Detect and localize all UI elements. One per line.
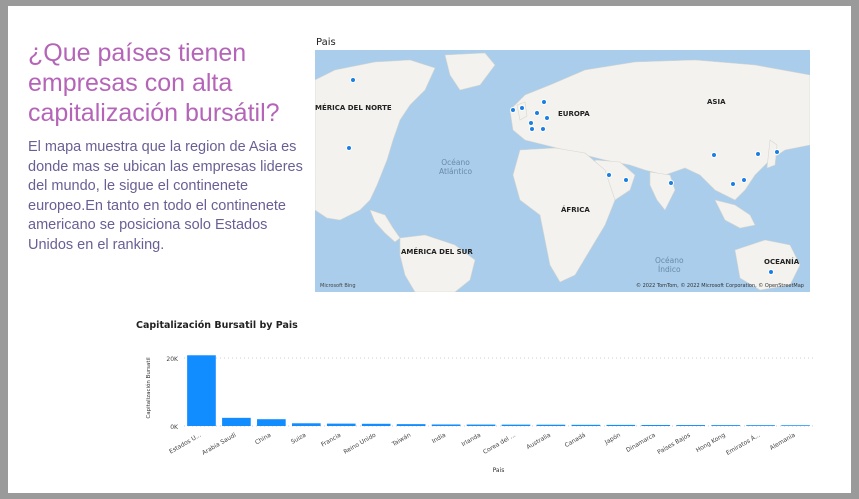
map-label-south-america: AMÉRICA DEL SUR <box>401 248 473 256</box>
x-tick-label: Canadá <box>564 432 588 450</box>
bar <box>781 425 810 426</box>
map-label-europe: EUROPA <box>558 110 590 118</box>
map-dot[interactable] <box>774 149 780 155</box>
map-dot[interactable] <box>519 105 525 111</box>
bar <box>606 424 636 426</box>
map-label-asia: ASIA <box>707 98 726 106</box>
landmass-japan <box>766 139 778 169</box>
indian-line-1: Océano <box>655 256 684 265</box>
bar <box>676 425 706 426</box>
x-tick-label: Suiza <box>290 432 308 446</box>
bar <box>431 424 461 426</box>
landmass-southeast-asia <box>714 199 756 229</box>
atlantic-line-2: Atlántico <box>439 167 473 176</box>
x-tick-label: Países Bajos <box>656 432 691 456</box>
map-dot[interactable] <box>528 120 534 126</box>
map-dot[interactable] <box>529 126 535 132</box>
bar <box>396 424 426 426</box>
bar <box>641 424 671 426</box>
x-tick-label: Emiratos Á... <box>725 432 762 457</box>
x-axis-label: Pais <box>493 467 505 474</box>
x-tick-label: Arabia Saudí <box>201 432 238 457</box>
x-tick-label: Irlanda <box>460 432 482 449</box>
x-tick-label: Dinamarca <box>625 432 657 455</box>
x-tick-label: Hong Kong <box>695 432 727 454</box>
y-tick-label: 20K <box>166 356 179 363</box>
map-label-atlantic: Océano Atlántico <box>439 158 472 176</box>
page-title: ¿Que países tienen empresas con alta cap… <box>28 39 280 127</box>
bar <box>291 423 321 426</box>
map-dot[interactable] <box>606 172 612 178</box>
description-text: El mapa muestra que la region de Asia es… <box>28 139 303 253</box>
atlantic-line-1: Océano <box>441 158 470 167</box>
bar <box>326 423 356 426</box>
bar <box>746 425 775 426</box>
landmass-australia <box>734 239 801 291</box>
landmass-central-america <box>369 209 401 243</box>
map-dot[interactable] <box>768 269 774 275</box>
landmass-africa <box>512 147 616 283</box>
world-map[interactable]: MÉRICA DEL NORTE EUROPA ASIA ÁFRICA AMÉR… <box>315 50 810 292</box>
x-tick-label: Australia <box>525 432 552 451</box>
map-dot[interactable] <box>711 152 717 158</box>
map-landmasses <box>315 52 810 292</box>
report-page: ¿Que países tienen empresas con alta cap… <box>8 6 851 493</box>
map-dot[interactable] <box>668 180 674 186</box>
bar <box>361 423 391 426</box>
map-copyright: © 2022 TomTom, © 2022 Microsoft Corporat… <box>635 283 804 289</box>
map-dot[interactable] <box>346 145 352 151</box>
map-dot[interactable] <box>350 77 356 83</box>
x-tick-label: China <box>254 432 273 447</box>
bar <box>711 425 740 426</box>
bar-chart[interactable]: 0K 20K Capitalización Bursatil Estados U...… <box>128 336 818 476</box>
map-title: Pais <box>316 37 336 48</box>
map-label-africa: ÁFRICA <box>561 206 590 214</box>
map-dot[interactable] <box>755 151 761 157</box>
bar <box>501 424 531 426</box>
map-label-indian: Océano Índico <box>655 256 684 274</box>
x-tick-label: India <box>431 432 448 446</box>
map-label-north-america: MÉRICA DEL NORTE <box>315 104 392 112</box>
map-dot[interactable] <box>730 181 736 187</box>
map-label-oceania: OCEANÍA <box>764 258 800 266</box>
x-tick-label: Alemania <box>769 432 797 452</box>
bar <box>536 424 566 426</box>
y-tick-label: 0K <box>170 424 179 431</box>
x-tick-label: Estados U... <box>168 432 202 456</box>
indian-line-2: Índico <box>658 265 681 274</box>
landmass-north-america <box>315 59 436 221</box>
map-dot[interactable] <box>623 177 629 183</box>
x-tick-label: Corea del ... <box>482 432 517 456</box>
bar <box>257 419 286 426</box>
map-dot[interactable] <box>741 177 747 183</box>
map-provider: Microsoft Bing <box>320 283 356 289</box>
map-dot[interactable] <box>544 115 550 121</box>
landmass-greenland <box>444 52 496 91</box>
chart-title: Capitalización Bursatil by Pais <box>136 320 298 331</box>
bar <box>222 417 251 426</box>
x-tick-label: Japón <box>603 432 622 447</box>
map-dot[interactable] <box>541 99 547 105</box>
bar <box>187 355 216 426</box>
landmass-india <box>649 171 676 211</box>
x-tick-label: Reino Unido <box>343 432 378 456</box>
landmass-south-america <box>399 234 476 292</box>
map-dot[interactable] <box>540 126 546 132</box>
map-dot[interactable] <box>534 110 540 116</box>
x-tick-label: Taiwán <box>390 432 412 449</box>
x-tick-label: Francia <box>320 432 342 449</box>
y-axis-label: Capitalización Bursatil <box>145 357 152 419</box>
map-dot[interactable] <box>510 107 516 113</box>
bar <box>571 424 601 426</box>
bar <box>466 424 496 426</box>
